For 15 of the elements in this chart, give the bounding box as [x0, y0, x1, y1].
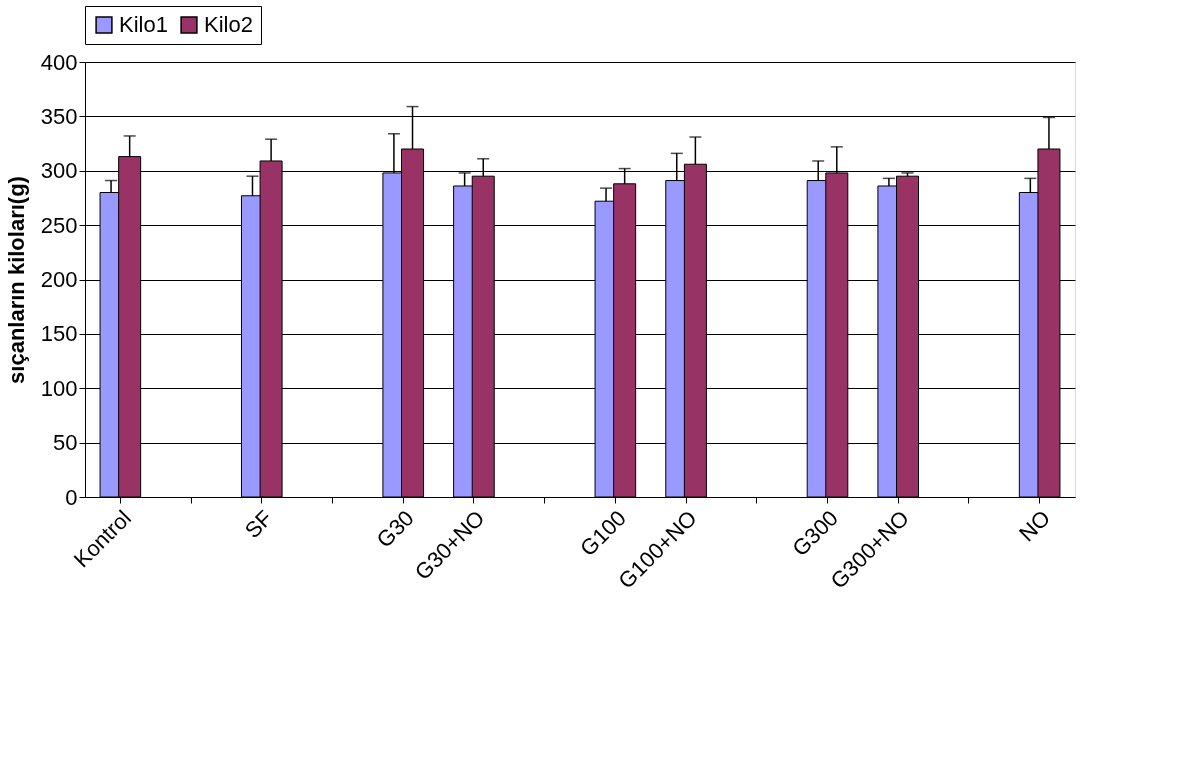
y-tick-label: 350 [40, 103, 78, 129]
y-tick-label: 400 [40, 49, 78, 75]
y-tick-label: 50 [53, 430, 78, 456]
legend-label: Kilo1 [119, 12, 168, 37]
x-tick-label: NO [1014, 505, 1056, 547]
y-tick-label: 100 [40, 375, 78, 401]
y-tick-label: 300 [40, 158, 78, 184]
y-tick-label: 0 [65, 484, 78, 510]
x-tick-label: SF [239, 505, 278, 543]
legend-label: Kilo2 [204, 12, 253, 37]
y-tick-label: 150 [40, 321, 78, 347]
x-tick-label: G30 [371, 505, 419, 553]
y-axis-title: sıçanların kiloları(g) [3, 176, 29, 384]
y-tick-label: 250 [40, 212, 78, 238]
y-tick-label: 200 [40, 267, 78, 292]
